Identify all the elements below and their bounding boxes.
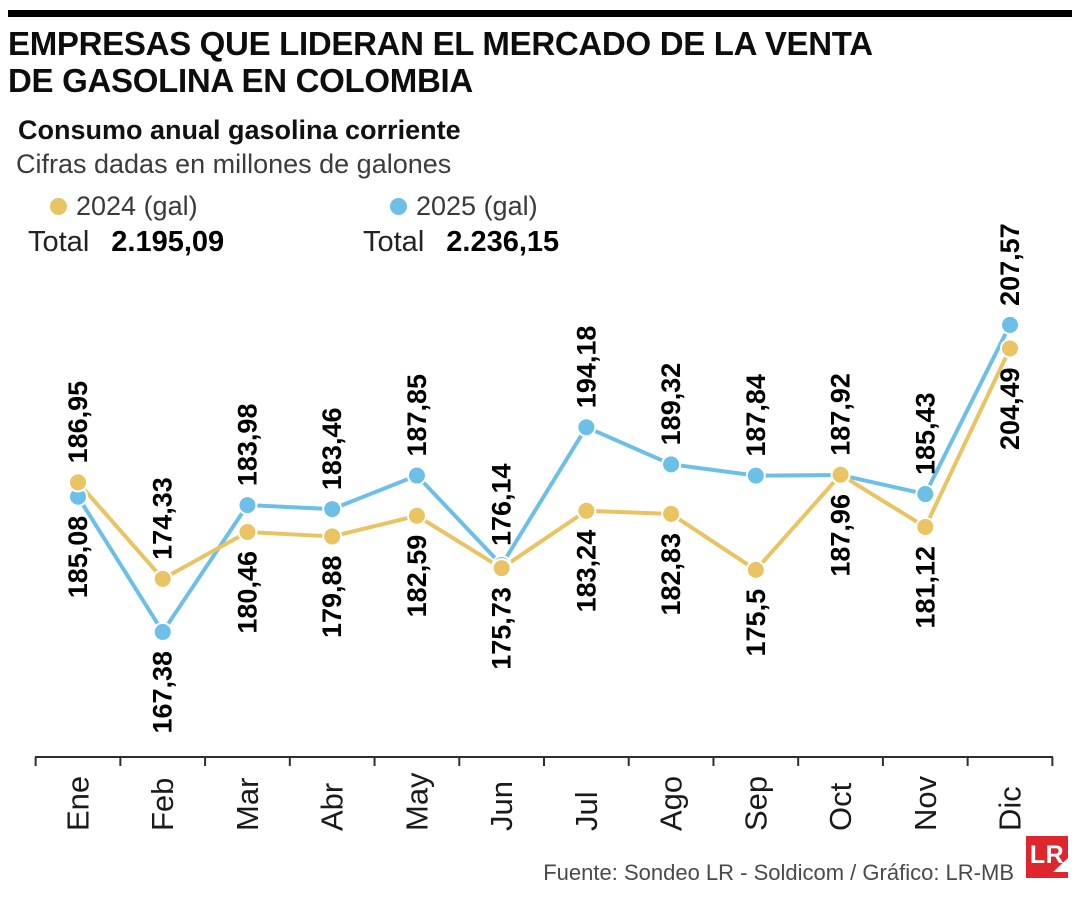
data-point	[237, 495, 258, 516]
value-label-bottom: 167,38	[148, 651, 178, 734]
legend-label-2024: 2024 (gal)	[76, 191, 198, 221]
value-label-bottom: 180,46	[232, 551, 262, 634]
page-title-line2: DE GASOLINA EN COLOMBIA	[8, 62, 473, 100]
total-2024: Total 2.195,09	[28, 226, 224, 259]
total-2025-value: 2.236,15	[446, 226, 560, 258]
series-line-2024 (gal)	[76, 347, 1012, 581]
value-label-bottom: 187,96	[826, 494, 856, 577]
data-point	[322, 499, 343, 520]
total-2024-value: 2.195,09	[111, 226, 225, 258]
value-label-top: 189,32	[656, 363, 686, 446]
top-rule	[8, 10, 1072, 17]
lr-logo-text: LR	[1029, 841, 1065, 869]
value-label-top: 183,46	[317, 407, 347, 490]
data-point	[152, 568, 173, 589]
month-label: Mar	[230, 778, 265, 831]
data-point	[745, 559, 766, 580]
total-2025-label: Total	[363, 226, 425, 258]
data-point	[152, 621, 173, 642]
value-label-bottom: 182,83	[656, 533, 686, 616]
series-line-2025 (gal)	[76, 324, 1012, 634]
data-point	[576, 500, 597, 521]
data-point	[745, 465, 766, 486]
lr-logo: LR	[1026, 836, 1068, 878]
month-label: Abr	[315, 783, 350, 831]
month-label: Ago	[654, 776, 689, 831]
value-label-top: 186,95	[63, 381, 93, 464]
value-label-bottom: 183,24	[571, 530, 601, 613]
data-point	[322, 526, 343, 547]
data-point	[406, 505, 427, 526]
data-point	[68, 472, 88, 493]
value-label-bottom: 181,12	[910, 546, 940, 629]
value-label-top: 207,57	[995, 223, 1025, 306]
chart-subtitle: Consumo anual gasolina corriente	[18, 115, 461, 145]
value-label-top: 187,85	[402, 374, 432, 457]
value-label-bottom: 175,73	[487, 587, 517, 670]
data-point	[915, 516, 936, 537]
value-label-top: 187,84	[741, 374, 771, 457]
value-label-bottom: 185,08	[63, 516, 93, 599]
data-point	[406, 465, 427, 486]
value-label-top: 183,98	[232, 404, 262, 487]
data-point	[661, 454, 682, 475]
month-label: Ene	[61, 776, 96, 831]
page-title: EMPRESAS QUE LIDERAN EL MERCADO DE LA VE…	[8, 25, 873, 100]
value-label-top: 185,43	[910, 392, 940, 475]
legend-label-2025: 2025 (gal)	[416, 191, 538, 221]
total-2024-label: Total	[28, 226, 90, 258]
source-credit: Fuente: Sondeo LR - Soldicom / Gráfico: …	[543, 860, 1014, 885]
page-title-line1: EMPRESAS QUE LIDERAN EL MERCADO DE LA VE…	[8, 25, 873, 62]
month-label: Jul	[569, 791, 604, 831]
total-2025: Total 2.236,15	[363, 226, 559, 259]
data-point	[576, 417, 597, 438]
month-label: Sep	[738, 776, 773, 831]
data-point	[830, 464, 851, 485]
legend-dot-2025-icon	[390, 198, 407, 215]
month-label: Dic	[992, 786, 1027, 831]
value-label-bottom: 179,88	[317, 555, 347, 638]
data-point	[661, 503, 682, 524]
value-label-top: 187,92	[826, 373, 856, 456]
data-point	[915, 484, 936, 505]
value-label-bottom: 204,49	[995, 367, 1025, 450]
value-label-bottom: 175,5	[741, 589, 771, 657]
data-point	[237, 522, 258, 543]
value-label-bottom: 182,59	[402, 535, 432, 618]
value-label-top: 176,14	[487, 463, 517, 546]
month-label: May	[399, 772, 434, 831]
month-label: Oct	[823, 782, 858, 831]
month-label: Feb	[145, 778, 180, 831]
units-note: Cifras dadas en millones de galones	[16, 149, 452, 179]
data-point	[999, 338, 1020, 359]
value-label-top: 174,33	[148, 477, 178, 560]
value-label-top: 194,18	[571, 326, 601, 409]
legend-item-2024: 2024 (gal)	[50, 191, 198, 222]
data-point	[491, 558, 512, 579]
legend-item-2025: 2025 (gal)	[390, 191, 538, 222]
data-point	[999, 314, 1020, 335]
month-label: Jun	[484, 781, 519, 831]
month-label: Nov	[908, 775, 943, 831]
legend-dot-2024-icon	[50, 198, 67, 215]
